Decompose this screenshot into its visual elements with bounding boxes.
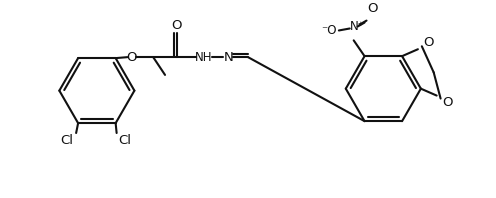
Text: O: O [126, 51, 137, 64]
Text: O: O [367, 2, 378, 15]
Text: NH: NH [195, 51, 212, 64]
Text: N: N [223, 51, 233, 64]
Text: O: O [172, 19, 182, 32]
Text: Cl: Cl [61, 134, 74, 148]
Text: O: O [424, 36, 434, 49]
Text: ⁻O: ⁻O [321, 24, 337, 37]
Text: O: O [442, 96, 453, 109]
Text: N⁺: N⁺ [350, 20, 365, 33]
Text: Cl: Cl [118, 134, 131, 148]
